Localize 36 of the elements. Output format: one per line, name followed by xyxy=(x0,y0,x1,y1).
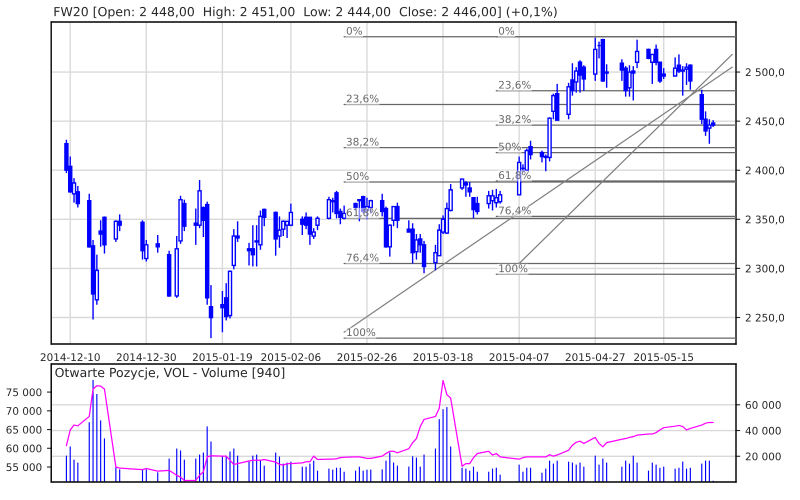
y-tick-label: 2 400,0 xyxy=(746,166,784,176)
series-label: 38,2% xyxy=(346,138,379,147)
x-tick-label: 2015-01-19 xyxy=(192,353,252,362)
series-label: 0% xyxy=(498,26,514,35)
series-label: 50% xyxy=(499,142,521,151)
y-tick-label: 2 350,0 xyxy=(746,216,784,224)
y-tick-label: 2 500,0 xyxy=(746,68,784,78)
series-label: 50% xyxy=(346,172,369,180)
y-tick-label: 70 000 xyxy=(6,407,42,415)
series-label: 38,2% xyxy=(499,115,531,124)
chart-title: FW20 [Open: 2 448,00 High: 2 451,00 Low: 2 444,00 Close: 2 446,00] (+0,1%) xyxy=(54,6,557,19)
y-tick-label: 75 000 xyxy=(6,388,42,396)
series-label: 100% xyxy=(347,328,376,336)
series-label: 23,6% xyxy=(498,80,531,90)
y-tick-label: 55 000 xyxy=(6,463,42,472)
x-tick-label: 2015-03-18 xyxy=(414,353,473,362)
series-label: 76,4% xyxy=(499,206,531,216)
x-tick-label: 2015-04-27 xyxy=(566,353,625,362)
x-tick-label: 2014-12-10 xyxy=(40,353,100,362)
y-tick-label: 2 450,0 xyxy=(746,117,784,126)
y2-tick-label: 40 000 xyxy=(746,426,781,435)
x-tick-label: 2015-02-06 xyxy=(261,353,320,362)
x-tick-label: 2015-05-15 xyxy=(634,353,694,362)
series-label: 100% xyxy=(499,264,528,272)
x-tick-label: 2014-12-30 xyxy=(116,353,176,362)
y-tick-label: 65 000 xyxy=(6,426,42,434)
series-label: 23,6% xyxy=(346,94,379,104)
series-label: 0% xyxy=(346,26,362,35)
x-tick-label: 2015-02-26 xyxy=(337,353,397,362)
series-label: 76,4% xyxy=(346,254,379,263)
y-tick-label: 2 300,0 xyxy=(746,264,784,274)
x-tick-label: 2015-04-07 xyxy=(490,353,549,362)
y2-tick-label: 20 000 xyxy=(746,452,781,460)
y-tick-label: 60 000 xyxy=(6,444,42,452)
y-tick-label: 2 250,0 xyxy=(746,314,784,323)
chart-title: Otwarte Pozycje, VOL - Volume [940] xyxy=(55,368,284,380)
